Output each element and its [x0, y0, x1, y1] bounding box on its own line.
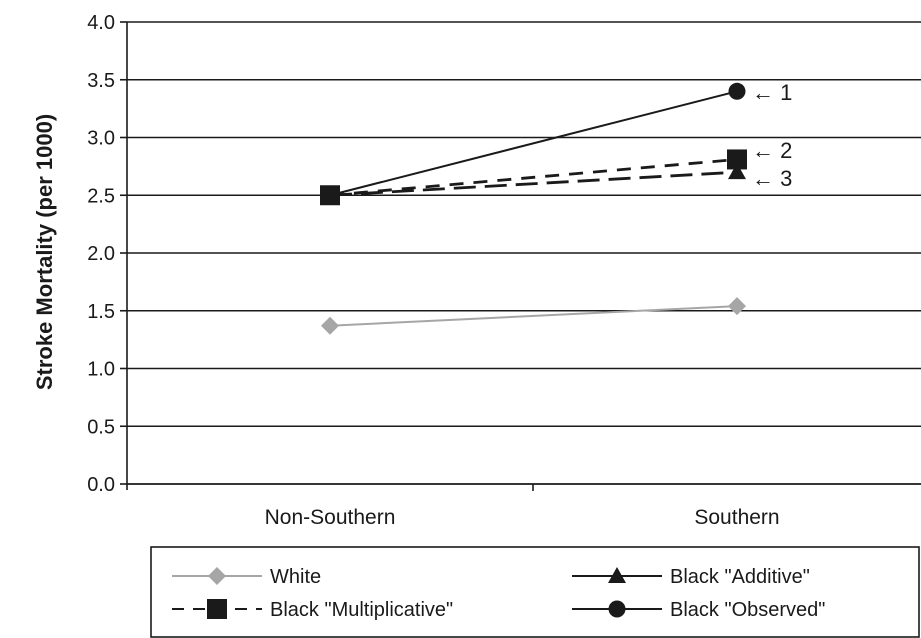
y-tick-label: 2.0: [87, 243, 115, 265]
legend-label: Black "Multiplicative": [270, 599, 453, 621]
axes: [120, 21, 921, 491]
y-tick-label: 1.5: [87, 301, 115, 323]
y-tick-label: 3.0: [87, 128, 115, 150]
y-tick-label: 0.0: [87, 474, 115, 496]
y-tick-label: 2.5: [87, 185, 115, 207]
data-point: [728, 82, 746, 100]
data-point: [727, 149, 747, 170]
y-axis-label: Stroke Mortality (per 1000): [32, 114, 57, 390]
data-point: [321, 186, 339, 204]
x-category-label: Non-Southern: [265, 506, 396, 529]
series-line: [329, 158, 738, 197]
y-tick-label: 3.5: [87, 70, 115, 92]
legend-label: White: [270, 566, 321, 588]
y-tick-label: 4.0: [87, 12, 115, 34]
legend-marker: [208, 567, 226, 585]
annotation-label: ← 2: [752, 138, 792, 163]
x-category-label: Southern: [694, 506, 779, 529]
legend-label: Black "Observed": [670, 599, 825, 621]
y-tick-label: 1.0: [87, 359, 115, 381]
legend-marker: [207, 599, 227, 619]
y-tick-labels: 0.0 0.5 1.0 1.5 2.0 2.5 3.0 3.5 4.0: [87, 12, 115, 496]
x-category-labels: Non-Southern Southern: [265, 506, 780, 529]
grid-lines: [127, 21, 921, 485]
legend-marker: [608, 600, 626, 618]
legend-label: Black "Additive": [670, 566, 810, 588]
annotations: ← 1 ← 2 ← 3: [752, 80, 792, 191]
series-lines: [320, 82, 747, 335]
legend-box: [150, 546, 920, 638]
series-line: [329, 305, 738, 327]
annotation-label: ← 1: [752, 80, 792, 105]
series-line: [329, 170, 738, 197]
y-tick-label: 0.5: [87, 416, 115, 438]
annotation-label: ← 3: [752, 166, 792, 191]
data-point: [728, 163, 746, 180]
series-line: [329, 90, 738, 197]
legend-marker: [608, 567, 626, 583]
legend: White Black "Additive" Black "Multiplicati…: [150, 546, 920, 638]
data-point: [728, 297, 746, 316]
data-point: [321, 316, 339, 335]
